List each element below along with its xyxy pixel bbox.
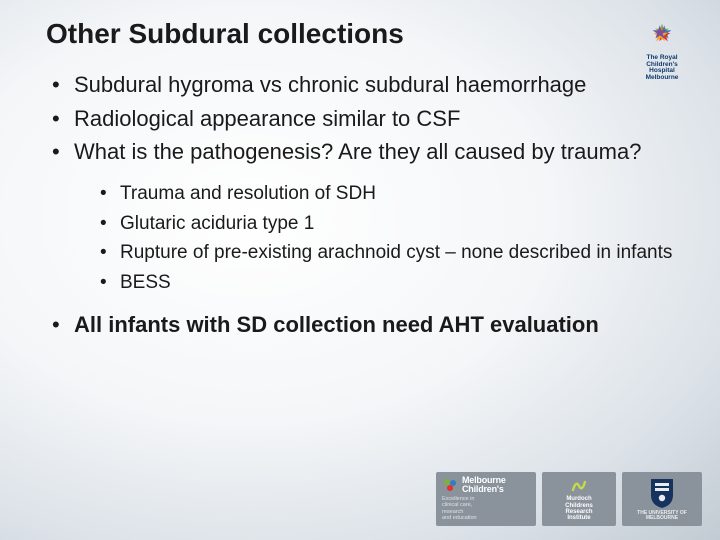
list-item: What is the pathogenesis? Are they all c…	[50, 137, 680, 295]
rch-logo-text: The Royal Children's Hospital Melbourne	[646, 55, 679, 82]
bullet-text: Glutaric aciduria type 1	[120, 213, 314, 234]
bullet-text: What is the pathogenesis? Are they all c…	[74, 139, 641, 164]
bullet-text: Trauma and resolution of SDH	[120, 183, 376, 204]
list-item: Trauma and resolution of SDH	[98, 181, 680, 207]
mc-tagline: Excellence in clinical care, research an…	[442, 496, 477, 521]
uom-text: THE UNIVERSITY OFMELBOURNE	[637, 511, 687, 522]
logo-rch: The Royal Children's Hospital Melbourne	[626, 14, 698, 82]
list-item: Subdural hygroma vs chronic subdural hae…	[50, 70, 680, 100]
bullet-text: BESS	[120, 272, 171, 293]
slide-title: Other Subdural collections	[46, 18, 680, 50]
bullet-text: Subdural hygroma vs chronic subdural hae…	[74, 72, 586, 97]
list-item: Glutaric aciduria type 1	[98, 211, 680, 237]
slide: Other Subdural collections Subdural hygr…	[0, 0, 720, 540]
list-item: Radiological appearance similar to CSF	[50, 104, 680, 134]
mc-title2: Children's	[462, 485, 506, 494]
bullet-list: Subdural hygroma vs chronic subdural hae…	[50, 70, 680, 339]
bullet-text: Rupture of pre-existing arachnoid cyst –…	[120, 242, 672, 263]
murdoch-mark-icon	[570, 476, 588, 494]
murdoch-text: Murdoch Childrens Research Institute	[565, 496, 593, 521]
sub-bullet-list: Trauma and resolution of SDH Glutaric ac…	[98, 181, 680, 296]
rch-star-icon	[640, 14, 684, 53]
uom-crest-icon	[647, 477, 677, 509]
logo-melbourne-childrens: Melbourne Children's Excellence in clini…	[436, 472, 536, 526]
logo-uom: THE UNIVERSITY OFMELBOURNE	[622, 472, 702, 526]
list-item: All infants with SD collection need AHT …	[50, 310, 680, 340]
bullet-text-bold: All infants with SD collection need AHT …	[74, 312, 599, 337]
mc-mark-icon	[442, 477, 458, 493]
logo-murdoch: Murdoch Childrens Research Institute	[542, 472, 616, 526]
bullet-text: Radiological appearance similar to CSF	[74, 106, 460, 131]
list-item: Rupture of pre-existing arachnoid cyst –…	[98, 240, 680, 266]
footer-logos: Melbourne Children's Excellence in clini…	[436, 472, 702, 526]
list-item: BESS	[98, 270, 680, 296]
